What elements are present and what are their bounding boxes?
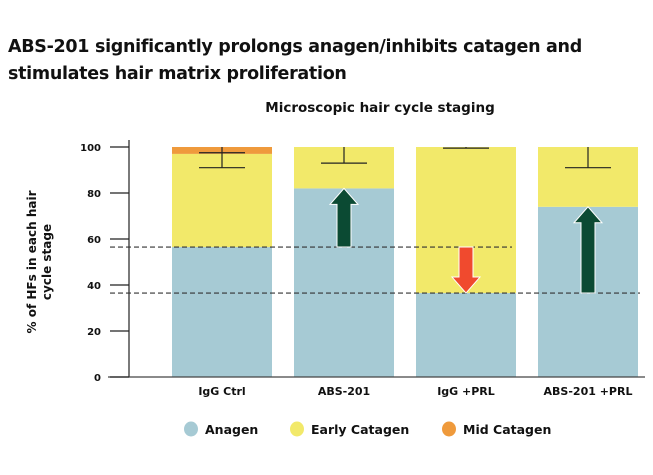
chart-title: Microscopic hair cycle staging [265, 100, 495, 116]
y-tick-label: 20 [87, 327, 101, 338]
arrow-up-icon [572, 206, 604, 294]
legend-swatch [442, 421, 456, 437]
y-tick-label: 100 [80, 143, 101, 154]
y-axis-label: % of HFs in each haircycle stage [25, 190, 54, 333]
bar-anagen [416, 293, 516, 377]
category-label: ABS-201 [318, 385, 370, 398]
heading: ABS-201 significantly prolongs anagen/in… [8, 37, 582, 84]
arrow-up-icon [328, 187, 360, 248]
bar-anagen [172, 247, 272, 377]
category-label: IgG Ctrl [198, 385, 245, 398]
y-tick-label: 80 [87, 189, 101, 200]
legend-swatch [290, 421, 304, 437]
legend-label: Anagen [205, 422, 258, 437]
legend-label: Mid Catagen [463, 422, 551, 437]
bar-early-catagen [172, 153, 272, 248]
category-label: IgG +PRL [437, 385, 495, 398]
legend-swatch [184, 421, 198, 437]
legend-label: Early Catagen [311, 422, 409, 437]
arrow-down-icon [450, 246, 482, 294]
y-tick-label: 60 [87, 235, 101, 246]
y-tick-label: 40 [87, 281, 101, 292]
y-tick-label: 0 [94, 373, 101, 384]
category-label: ABS-201 +PRL [544, 385, 633, 398]
